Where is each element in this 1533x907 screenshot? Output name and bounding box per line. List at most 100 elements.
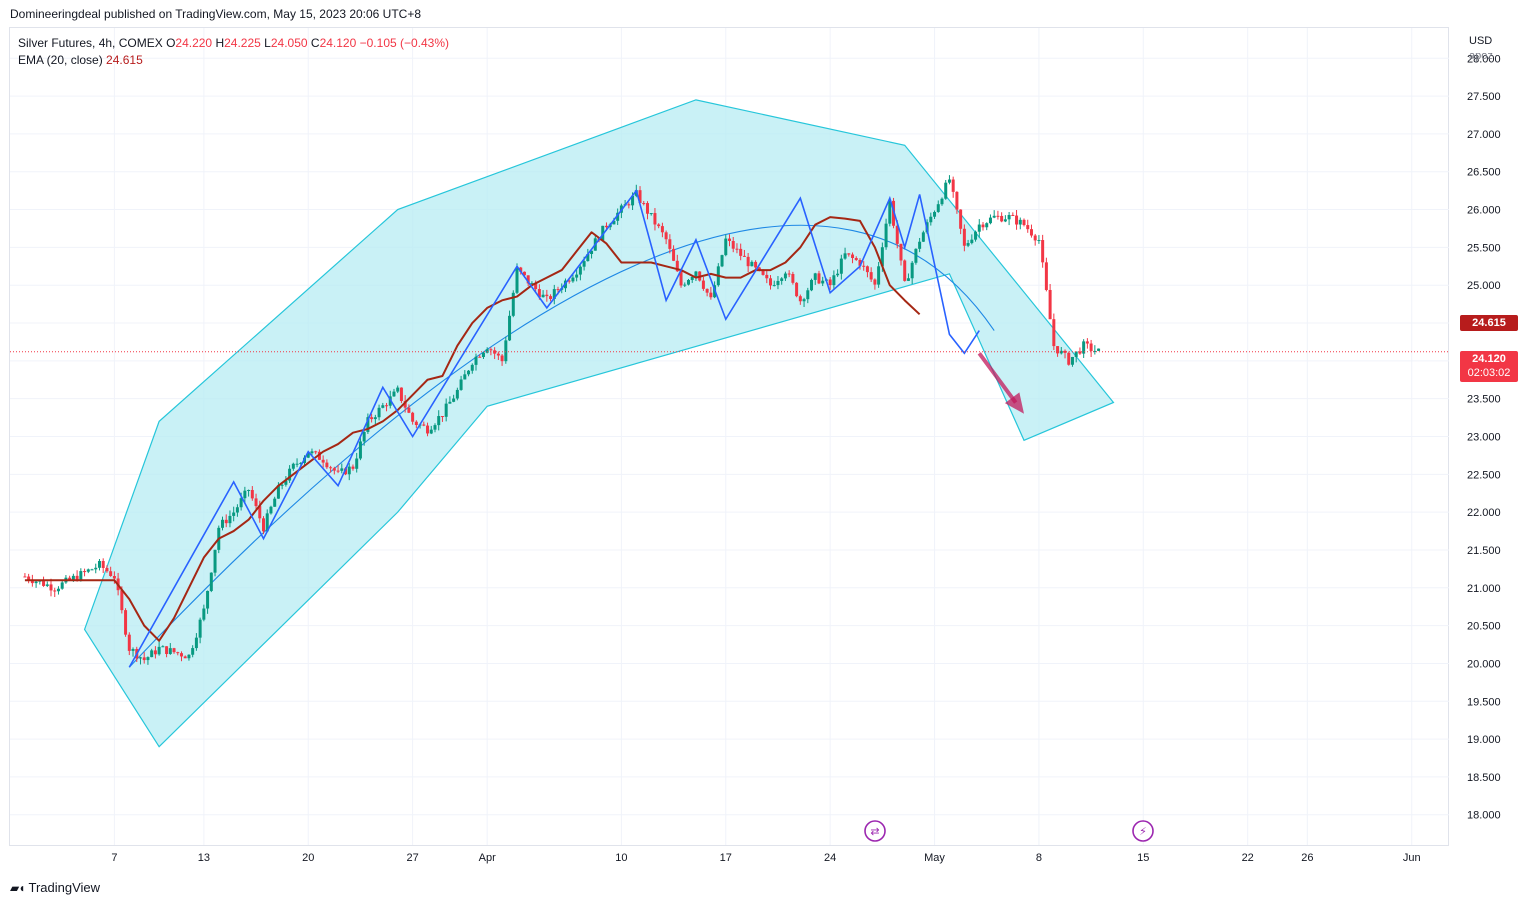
candle-body xyxy=(60,582,64,589)
candle-body xyxy=(977,224,981,232)
x-tick-label: 20 xyxy=(302,852,314,864)
candle-body xyxy=(403,401,407,408)
candle-body xyxy=(355,458,359,469)
candle-body xyxy=(992,215,996,218)
candle-body xyxy=(276,485,280,499)
candle-body xyxy=(262,518,266,532)
candle-body xyxy=(153,650,157,655)
zigzag-path xyxy=(128,188,980,668)
candle-body xyxy=(478,356,482,358)
candle-body xyxy=(500,355,504,362)
x-tick-label: 22 xyxy=(1242,852,1254,864)
candle-body xyxy=(888,200,892,224)
candle-body xyxy=(549,296,553,300)
candle-body xyxy=(787,273,791,275)
candle-body xyxy=(653,213,657,225)
symbol-name[interactable]: Silver Futures, 4h, COMEX xyxy=(18,36,163,50)
candle-body xyxy=(120,590,124,611)
x-tick-label: Jun xyxy=(1403,852,1421,864)
candle-body xyxy=(1052,319,1056,347)
candle-body xyxy=(1033,235,1037,241)
bar-countdown: 02:03:02 xyxy=(1467,367,1511,379)
candle-body xyxy=(899,243,903,261)
candle-body xyxy=(1015,215,1019,225)
open-value: 24.220 xyxy=(175,36,213,50)
candle-body xyxy=(869,272,873,280)
candle-body xyxy=(172,648,176,653)
candle-body xyxy=(90,569,94,571)
candle-body xyxy=(232,512,236,516)
unit-label: apoz xyxy=(1469,50,1493,62)
candle-body xyxy=(645,203,649,214)
candle-body xyxy=(858,259,862,266)
chart-legend: Silver Futures, 4h, COMEX O24.220 H24.22… xyxy=(18,35,449,69)
candle-body xyxy=(30,580,34,584)
event-icon-lightning[interactable]: ⚡ xyxy=(1132,820,1154,842)
candle-body xyxy=(686,279,690,285)
candle-body xyxy=(332,468,336,471)
candle-body xyxy=(936,204,940,212)
ema-label[interactable]: EMA (20, close) xyxy=(18,53,103,67)
candle-body xyxy=(235,507,239,513)
candle-body xyxy=(515,267,519,293)
candle-body xyxy=(839,258,843,274)
svg-text:⇄: ⇄ xyxy=(870,826,879,838)
candle-body xyxy=(194,637,198,649)
candle-body xyxy=(1074,351,1078,357)
candle-body xyxy=(862,265,866,267)
y-tick-label: 22.500 xyxy=(1467,469,1501,481)
y-tick-label: 19.500 xyxy=(1467,696,1501,708)
footer-brand[interactable]: ▰◖ TradingView xyxy=(10,880,100,895)
arrow-shaft xyxy=(977,352,1018,404)
candle-body xyxy=(407,407,411,413)
candle-body xyxy=(754,261,758,268)
candle-body xyxy=(552,289,556,300)
candle-body xyxy=(679,271,683,286)
candle-body xyxy=(709,292,713,298)
candle-body xyxy=(761,270,765,275)
candle-body xyxy=(951,179,955,192)
candle-body xyxy=(79,571,83,581)
candle-body xyxy=(877,266,881,285)
candle-body xyxy=(981,224,985,228)
y-tick-label: 25.000 xyxy=(1467,280,1501,292)
brand-name: TradingView xyxy=(28,880,101,895)
candle-body xyxy=(810,279,814,291)
arrow-head xyxy=(1004,392,1025,414)
candle-body xyxy=(381,405,385,408)
candle-body xyxy=(392,391,396,397)
arc-curve xyxy=(128,224,995,668)
candle-body xyxy=(179,653,183,657)
candle-body xyxy=(53,590,57,592)
candle-body xyxy=(1089,343,1093,351)
candle-body xyxy=(970,239,974,244)
candle-body xyxy=(586,253,590,262)
candle-body xyxy=(1059,350,1063,354)
candle-body xyxy=(146,657,150,661)
candle-body xyxy=(101,560,105,568)
candle-body xyxy=(933,211,937,217)
candle-body xyxy=(321,459,325,463)
currency-label[interactable]: USD apoz xyxy=(1469,34,1493,64)
candle-body xyxy=(735,248,739,250)
candle-body xyxy=(724,238,728,256)
x-tick-label: 17 xyxy=(720,852,732,864)
candle-body xyxy=(847,253,851,255)
candle-body xyxy=(974,231,978,240)
event-icon-earnings[interactable]: ⇄ xyxy=(864,820,886,842)
candle-body xyxy=(795,282,799,297)
candle-body xyxy=(1011,214,1015,216)
price-axis: 18.000 18.500 19.000 19.500 20.000 20.500 21.0… xyxy=(1467,53,1501,821)
candle-body xyxy=(701,280,705,289)
candle-body xyxy=(683,284,687,286)
candle-body xyxy=(344,468,348,475)
low-label: L xyxy=(264,36,271,50)
candle-body xyxy=(370,417,374,420)
candle-body xyxy=(996,215,1000,217)
candle-body xyxy=(906,278,910,281)
candle-body xyxy=(385,405,389,407)
candle-body xyxy=(1078,351,1082,354)
y-tick-label: 23.000 xyxy=(1467,432,1501,444)
candle-body xyxy=(265,513,269,532)
